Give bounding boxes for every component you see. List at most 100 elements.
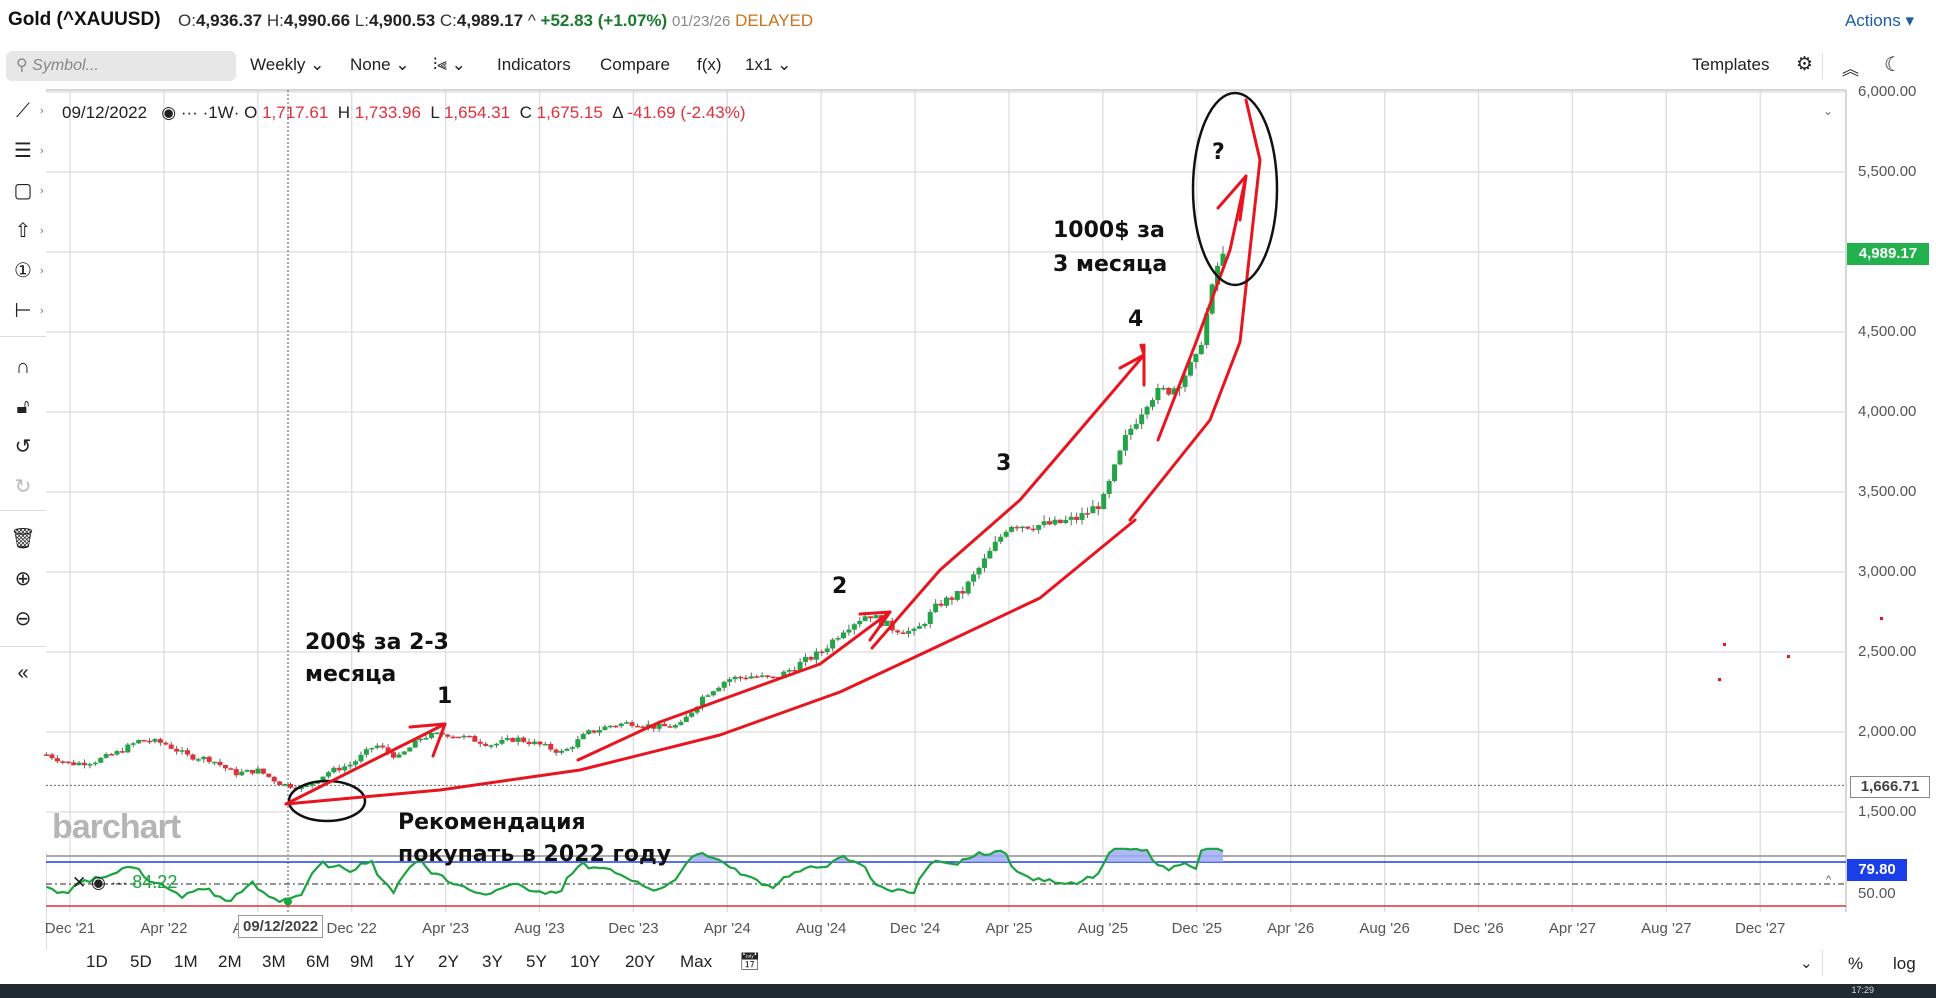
arrows-tool[interactable]: ⇧ › [14, 220, 44, 242]
candle-body [477, 741, 483, 744]
candle-body [634, 725, 640, 728]
compare-button[interactable]: Compare [600, 55, 670, 74]
range-button-5d[interactable]: 5D [130, 952, 152, 971]
zoom-in-button[interactable]: ⊕ [6, 564, 40, 594]
range-button-3y[interactable]: 3Y [482, 952, 503, 971]
candle-body [949, 597, 955, 600]
templates-button[interactable]: Templates [1692, 55, 1770, 74]
percent-scale-toggle[interactable]: % [1848, 954, 1864, 973]
candle-body [884, 620, 890, 626]
trash-icon: 🗑︎ [10, 528, 36, 550]
annotation-number-3: 3 [996, 451, 1012, 476]
candle-body [396, 754, 402, 758]
range-button-3m[interactable]: 3M [262, 952, 286, 971]
candle-body [228, 768, 234, 770]
interval-dropdown[interactable]: Weekly ⌄ [250, 55, 325, 74]
indicators-button[interactable]: Indicators [497, 55, 571, 74]
expand-down-chevron-icon[interactable]: ⌄ [1800, 955, 1813, 972]
zoom-out-icon: ⊖ [14, 608, 32, 630]
more-dots-icon[interactable]: ··· [180, 103, 198, 122]
range-button-2y[interactable]: 2Y [438, 952, 459, 971]
up-arrow-icon: ^ [527, 11, 536, 30]
candle-body [255, 768, 261, 774]
annotation-number-1: 1 [437, 684, 453, 709]
range-button-1d[interactable]: 1D [86, 952, 108, 971]
visibility-eye-icon[interactable]: ◉ [161, 103, 177, 122]
annotation-upper-curve [1128, 98, 1262, 522]
candle-body [423, 737, 429, 740]
candle-body [1041, 521, 1047, 526]
symbol-search-input[interactable]: ⚲ Symbol... [6, 51, 236, 81]
candle-body [260, 768, 266, 774]
dark-mode-moon-icon[interactable]: ☾ [1884, 54, 1902, 76]
candle-body [1155, 387, 1161, 401]
candle-body [87, 764, 93, 766]
time-tick-label: Aug '27 [1641, 920, 1692, 937]
annotation-recommendation: Рекомендация [398, 810, 586, 835]
chart-type-dropdown[interactable]: ⫶⫷ ⌄ [433, 55, 466, 74]
collapse-toolbar-button[interactable]: « [6, 658, 40, 688]
annotation-support-curve [284, 518, 1137, 806]
fib-tool[interactable]: ☰ › [14, 140, 44, 162]
range-button-10y[interactable]: 10Y [570, 952, 601, 971]
shapes-tool[interactable]: ▢ › [13, 180, 44, 202]
measure-tool[interactable]: ⊢ › [14, 300, 44, 322]
redo-button[interactable]: ↻ [6, 472, 40, 502]
legend-close: 1,675.15 [536, 103, 603, 122]
range-button-max[interactable]: Max [680, 952, 713, 971]
range-button-1m[interactable]: 1M [174, 952, 198, 971]
candle-body [960, 591, 966, 594]
candle-body [71, 762, 77, 766]
candle-body [580, 734, 586, 740]
rsi-more-icon[interactable]: ··· [110, 873, 128, 892]
rsi-eye-icon[interactable]: ◉ [90, 873, 106, 892]
settings-gear-icon[interactable]: ⚙ [1796, 54, 1814, 75]
overlay-dropdown[interactable]: None ⌄ [350, 55, 410, 74]
annotation-arrow-2 [576, 610, 892, 762]
rsi-collapse-icon[interactable]: ^ [1826, 874, 1832, 886]
quote-ohlc: O:4,936.37 H:4,990.66 L:4,900.53 C:4,989… [178, 11, 814, 30]
actions-menu[interactable]: Actions ▾ [1844, 11, 1914, 30]
layout-dropdown[interactable]: 1x1 ⌄ [745, 55, 792, 74]
candle-body [222, 765, 228, 769]
candle-body [418, 738, 424, 741]
candle-body [1003, 531, 1009, 537]
divider [0, 646, 46, 647]
remove-indicator-x-icon[interactable]: ✕ [72, 873, 87, 892]
candle-body [174, 748, 180, 752]
chart-legend: 09/12/2022 ◉ ··· ·1W· O 1,717.61 H 1,733… [62, 103, 746, 122]
candle-body [878, 615, 884, 626]
grid [46, 89, 1847, 912]
candle-body [195, 759, 201, 761]
time-tick-label: Apr '23 [422, 920, 470, 937]
fx-button[interactable]: f(x) [697, 55, 722, 74]
candle-body [201, 756, 207, 760]
candle-body [147, 740, 153, 743]
range-button-1y[interactable]: 1Y [394, 952, 415, 971]
delete-button[interactable]: 🗑︎ [6, 524, 40, 554]
candle-body [347, 764, 353, 767]
candle-body [81, 762, 87, 766]
candle-body [456, 736, 462, 739]
lock-button[interactable]: 🔓︎ [6, 392, 40, 422]
number-circle-icon: ① [14, 260, 32, 282]
collapse-chevrons-icon[interactable]: ︽ [1842, 60, 1859, 79]
range-button-2m[interactable]: 2M [218, 952, 242, 971]
range-button-9m[interactable]: 9M [350, 952, 374, 971]
range-button-5y[interactable]: 5Y [526, 952, 547, 971]
legend-collapse-chevron-icon[interactable]: ⌄ [1823, 104, 1834, 118]
range-button-6m[interactable]: 6M [306, 952, 330, 971]
rsi-mid-label: 50.00 [1858, 885, 1896, 902]
range-button-20y[interactable]: 20Y [625, 952, 656, 971]
magnet-button[interactable]: ∩ [6, 352, 40, 382]
annotation-tool[interactable]: ① › [14, 260, 44, 282]
trendline-tool[interactable]: ⟋ › [16, 100, 44, 122]
candle-body [553, 749, 559, 753]
candle-body [683, 716, 689, 723]
calendar-icon[interactable]: 📅︎ [739, 952, 761, 971]
log-scale-toggle[interactable]: log [1893, 954, 1916, 973]
zoom-out-button[interactable]: ⊖ [6, 604, 40, 634]
quote-header: Gold (^XAUUSD) O:4,936.37 H:4,990.66 L:4… [0, 0, 1936, 42]
undo-button[interactable]: ↺ [6, 432, 40, 462]
